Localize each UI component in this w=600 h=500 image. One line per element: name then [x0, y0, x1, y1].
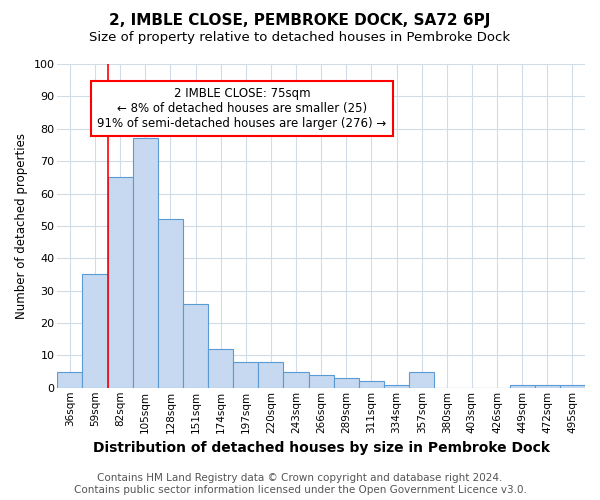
Text: Size of property relative to detached houses in Pembroke Dock: Size of property relative to detached ho… — [89, 31, 511, 44]
Bar — [560, 384, 585, 388]
Text: Contains HM Land Registry data © Crown copyright and database right 2024.
Contai: Contains HM Land Registry data © Crown c… — [74, 474, 526, 495]
Bar — [509, 384, 535, 388]
Text: 2 IMBLE CLOSE: 75sqm
← 8% of detached houses are smaller (25)
91% of semi-detach: 2 IMBLE CLOSE: 75sqm ← 8% of detached ho… — [97, 86, 386, 130]
Bar — [82, 274, 107, 388]
Bar — [233, 362, 259, 388]
X-axis label: Distribution of detached houses by size in Pembroke Dock: Distribution of detached houses by size … — [92, 441, 550, 455]
Bar — [535, 384, 560, 388]
Bar — [107, 178, 133, 388]
Bar — [158, 220, 183, 388]
Bar — [259, 362, 283, 388]
Bar — [308, 375, 334, 388]
Bar — [409, 372, 434, 388]
Bar — [58, 372, 82, 388]
Text: 2, IMBLE CLOSE, PEMBROKE DOCK, SA72 6PJ: 2, IMBLE CLOSE, PEMBROKE DOCK, SA72 6PJ — [109, 12, 491, 28]
Y-axis label: Number of detached properties: Number of detached properties — [15, 133, 28, 319]
Bar — [384, 384, 409, 388]
Bar — [359, 382, 384, 388]
Bar — [208, 349, 233, 388]
Bar — [133, 138, 158, 388]
Bar — [334, 378, 359, 388]
Bar — [283, 372, 308, 388]
Bar — [183, 304, 208, 388]
